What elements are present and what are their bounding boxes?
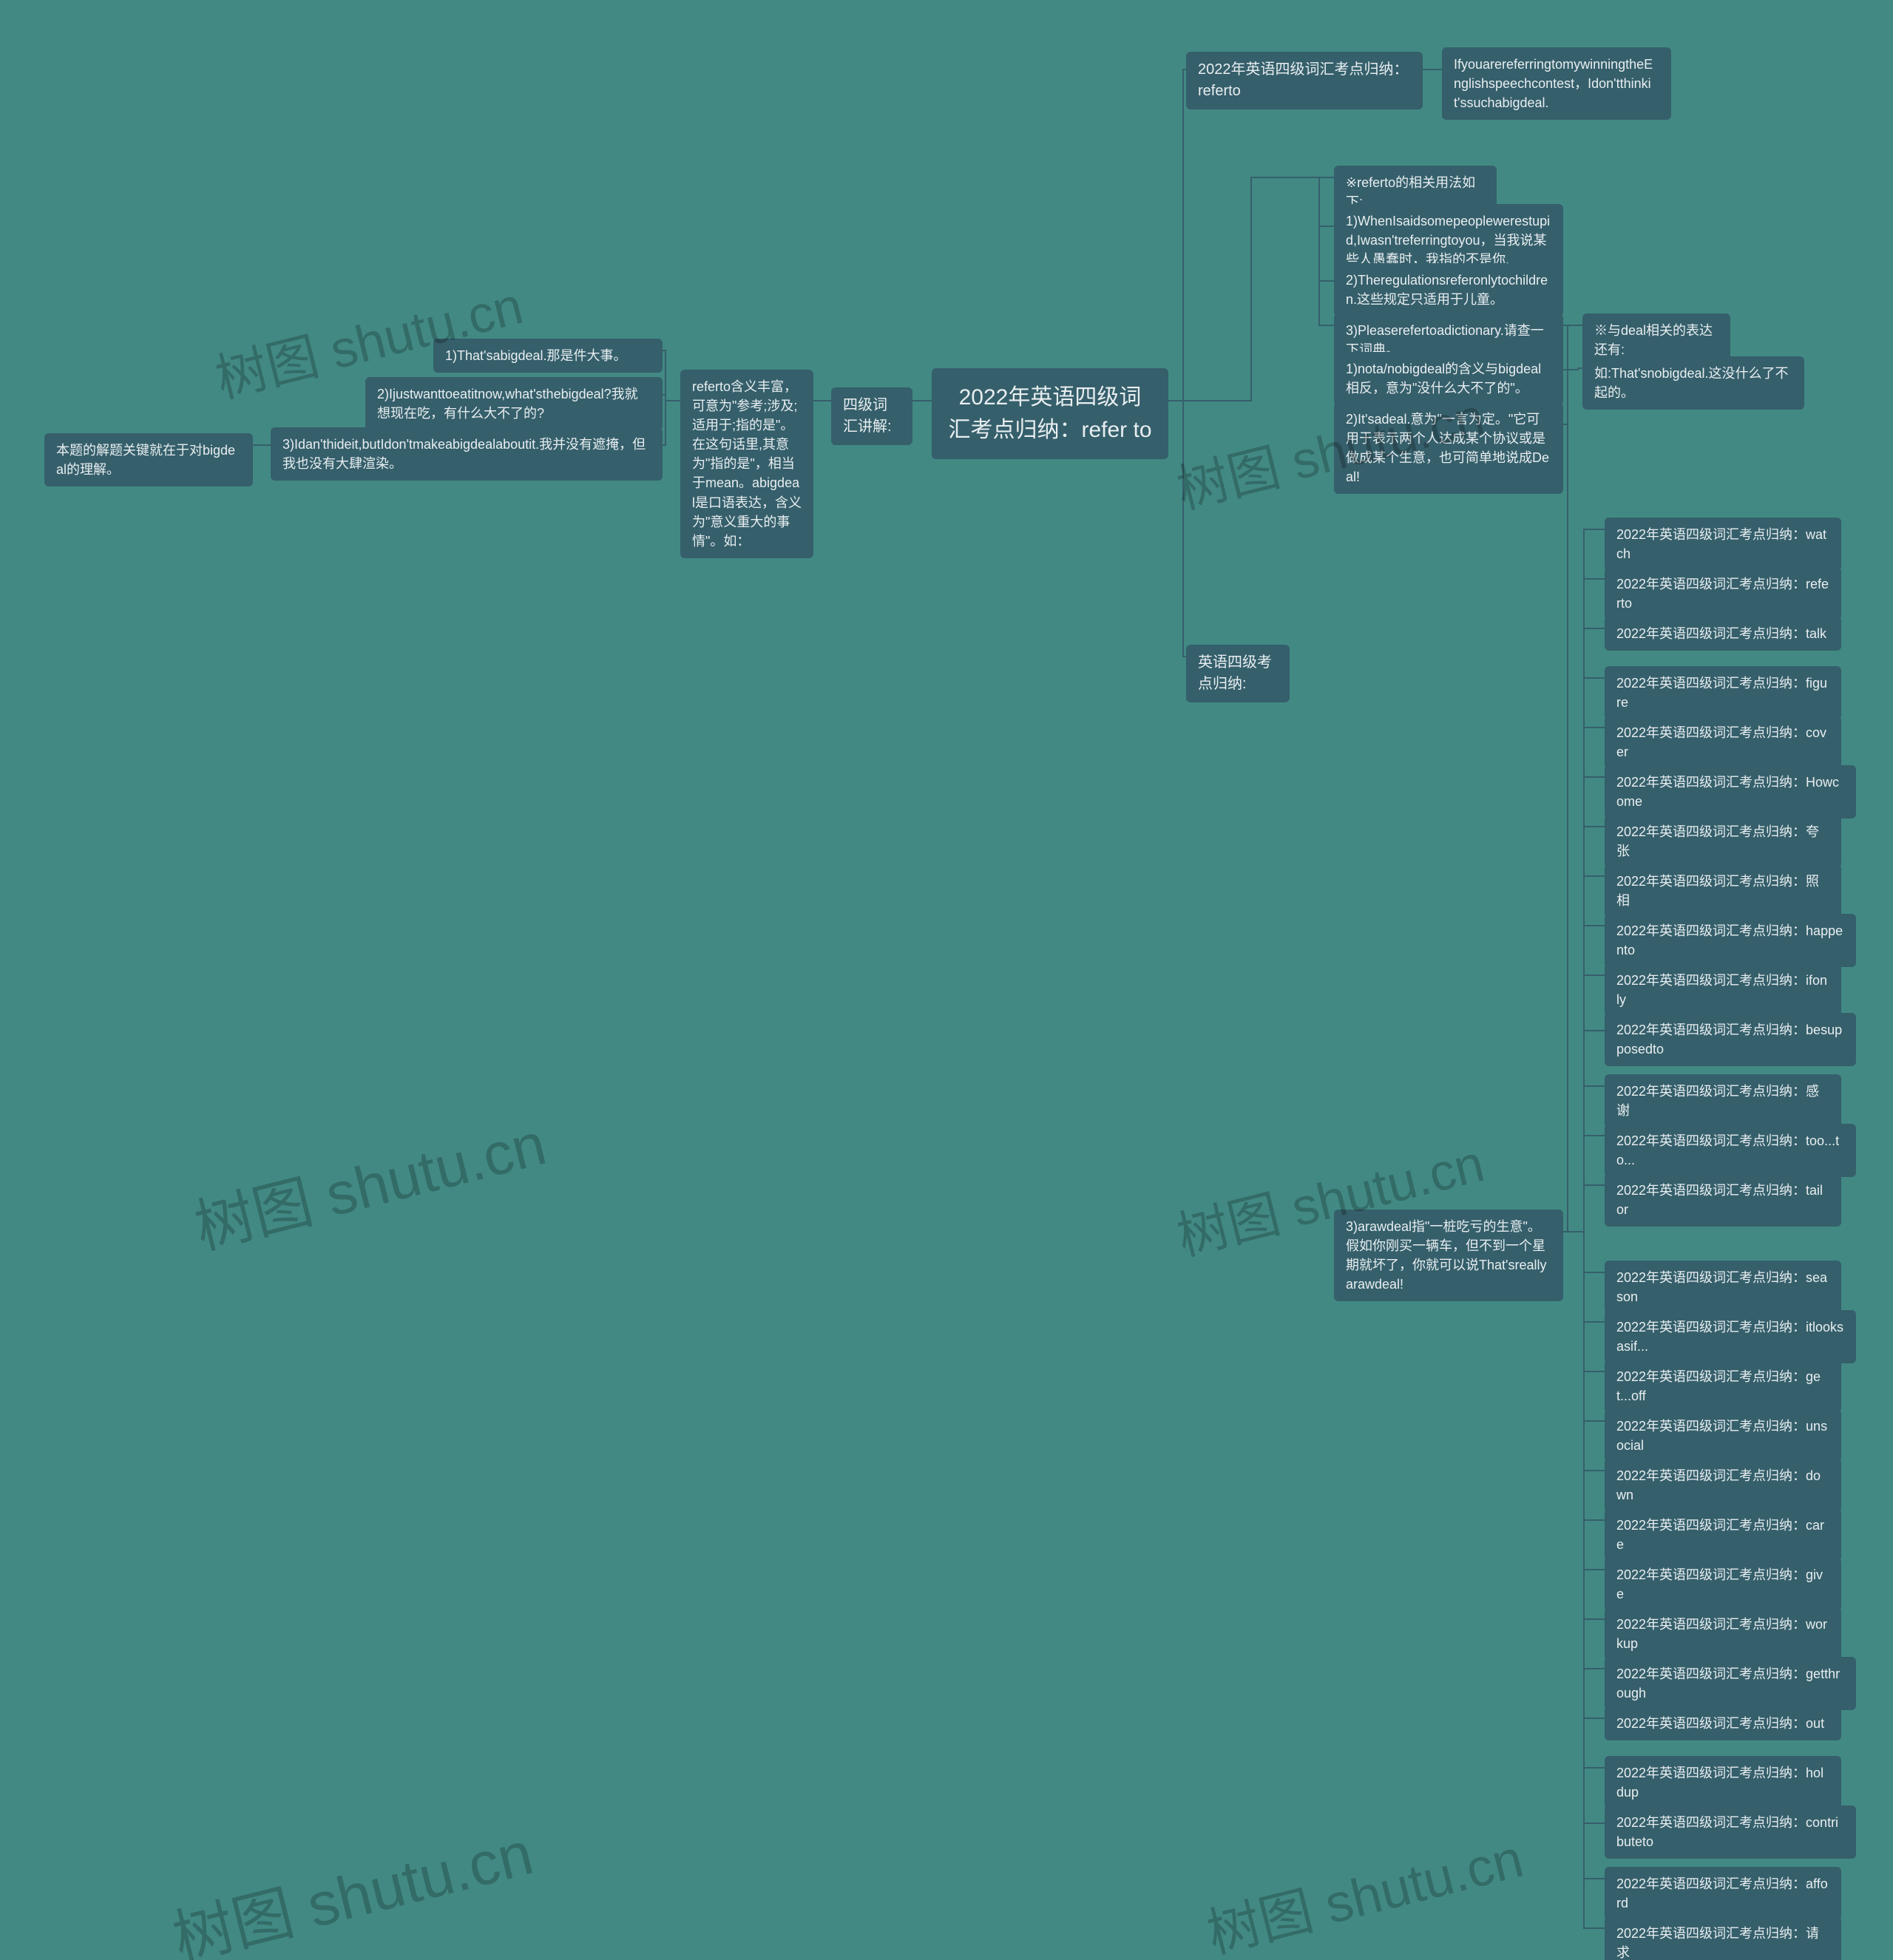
- edge-l2-l3c: [663, 401, 680, 445]
- node-l3b: 2)Ijustwanttoeatitnow,what'sthebigdeal?我…: [365, 377, 663, 430]
- node-t14: 2022年英语四级词汇考点归纳：season: [1605, 1261, 1841, 1314]
- node-r1a: IfyouarereferringtomywinningtheEnglishsp…: [1442, 47, 1671, 120]
- node-t11: 2022年英语四级词汇考点归纳：感谢: [1605, 1074, 1841, 1127]
- edge-rB3-t16: [1563, 1232, 1605, 1371]
- node-t2: 2022年英语四级词汇考点归纳：talk: [1605, 617, 1841, 651]
- edge-rB3-t21: [1563, 1232, 1605, 1619]
- node-t23: 2022年英语四级词汇考点归纳：out: [1605, 1706, 1841, 1740]
- edge-rB3-t20: [1563, 1232, 1605, 1570]
- node-t3: 2022年英语四级词汇考点归纳：figure: [1605, 666, 1841, 719]
- edge-rB3-t2: [1563, 628, 1605, 1232]
- node-t12: 2022年英语四级词汇考点归纳：too...to...: [1605, 1124, 1856, 1177]
- node-root: 2022年英语四级词汇考点归纳：refer to: [932, 368, 1168, 459]
- edge-rB3-t17: [1563, 1232, 1605, 1421]
- edge-rB3-t10: [1563, 1031, 1605, 1232]
- node-t13: 2022年英语四级词汇考点归纳：tailor: [1605, 1173, 1841, 1227]
- edge-rB3-t6: [1563, 827, 1605, 1232]
- edge-rB3-t22: [1563, 1232, 1605, 1669]
- edge-root-rC: [1168, 401, 1186, 657]
- node-t9: 2022年英语四级词汇考点归纳：ifonly: [1605, 963, 1841, 1017]
- node-r1: 2022年英语四级词汇考点归纳：referto: [1186, 52, 1423, 109]
- node-t21: 2022年英语四级词汇考点归纳：workup: [1605, 1607, 1841, 1661]
- node-t24: 2022年英语四级词汇考点归纳：holdup: [1605, 1756, 1841, 1809]
- node-l4: 本题的解题关键就在于对bigdeal的理解。: [44, 433, 253, 486]
- node-t18: 2022年英语四级词汇考点归纳：down: [1605, 1459, 1841, 1512]
- node-t17: 2022年英语四级词汇考点归纳：unsocial: [1605, 1409, 1841, 1462]
- edge-rB3-t18: [1563, 1232, 1605, 1471]
- edge-rB3-t7: [1563, 876, 1605, 1232]
- node-t20: 2022年英语四级词汇考点归纳：give: [1605, 1558, 1841, 1611]
- node-t4: 2022年英语四级词汇考点归纳：cover: [1605, 716, 1841, 769]
- edge-l2-l3b: [663, 395, 680, 401]
- node-l3c: 3)Idan'thideit,butIdon'tmakeabigdealabou…: [271, 427, 663, 481]
- node-t6: 2022年英语四级词汇考点归纳：夸张: [1605, 815, 1841, 868]
- edge-rB3-t9: [1563, 975, 1605, 1232]
- edge-root-rA: [1168, 177, 1334, 401]
- node-l1: 四级词汇讲解:: [831, 387, 912, 445]
- node-t1: 2022年英语四级词汇考点归纳：referto: [1605, 567, 1841, 620]
- node-t7: 2022年英语四级词汇考点归纳：照相: [1605, 864, 1841, 918]
- node-l2: referto含义丰富，可意为"参考;涉及;适用于;指的是"。在这句话里,其意为…: [680, 370, 813, 558]
- edge-rB3-t4: [1563, 728, 1605, 1232]
- edge-rB3-t15: [1563, 1232, 1605, 1322]
- edge-rB3-t24: [1563, 1232, 1605, 1768]
- node-t0: 2022年英语四级词汇考点归纳：watch: [1605, 518, 1841, 571]
- edge-rA-rA2: [1319, 177, 1334, 281]
- node-t15: 2022年英语四级词汇考点归纳：itlooksasif...: [1605, 1310, 1856, 1363]
- node-t5: 2022年英语四级词汇考点归纳：Howcome: [1605, 765, 1856, 818]
- node-t22: 2022年英语四级词汇考点归纳：getthrough: [1605, 1657, 1856, 1710]
- node-t25: 2022年英语四级词汇考点归纳：contributeto: [1605, 1805, 1856, 1859]
- edge-rB3-t13: [1563, 1185, 1605, 1232]
- edge-rB3-t11: [1563, 1086, 1605, 1232]
- edge-rB3-t23: [1563, 1232, 1605, 1718]
- watermark-5: 树图 shutu.cn: [1198, 1814, 1530, 1960]
- node-t16: 2022年英语四级词汇考点归纳：get...off: [1605, 1360, 1841, 1413]
- edge-rB3-t26: [1563, 1232, 1605, 1879]
- edge-rB3-t19: [1563, 1232, 1605, 1520]
- node-rB1a: 如:That'snobigdeal.这没什么了不起的。: [1582, 356, 1804, 410]
- node-rB3: 3)arawdeal指"一桩吃亏的生意"。假如你刚买一辆车，但不到一个星期就坏了…: [1334, 1210, 1563, 1301]
- node-t8: 2022年英语四级词汇考点归纳：happento: [1605, 914, 1856, 967]
- node-rC: 英语四级考点归纳:: [1186, 645, 1290, 702]
- node-rA2: 2)Theregulationsreferonlytochildren.这些规定…: [1334, 263, 1563, 316]
- node-t26: 2022年英语四级词汇考点归纳：afford: [1605, 1867, 1841, 1920]
- edge-rB3-t3: [1563, 678, 1605, 1232]
- edge-root-r1: [1168, 69, 1186, 401]
- edge-rB3-t27: [1563, 1232, 1605, 1928]
- node-l3a: 1)That'sabigdeal.那是件大事。: [433, 339, 663, 373]
- watermark-4: 树图 shutu.cn: [163, 1804, 541, 1960]
- watermark-2: 树图 shutu.cn: [185, 1096, 553, 1266]
- node-t10: 2022年英语四级词汇考点归纳：besupposedto: [1605, 1013, 1856, 1066]
- node-rB2: 2)It'sadeal.意为"一言为定。"它可用于表示两个人达成某个协议或是做成…: [1334, 402, 1563, 494]
- edge-rB3-t14: [1563, 1232, 1605, 1272]
- edge-rA-rA3: [1319, 177, 1334, 325]
- node-rB1: 1)nota/nobigdeal的含义与bigdeal相反，意为"没什么大不了的…: [1334, 352, 1563, 405]
- edge-rB3-t8: [1563, 926, 1605, 1232]
- edge-rA-rA1: [1319, 177, 1334, 226]
- node-t27: 2022年英语四级词汇考点归纳：请求: [1605, 1916, 1841, 1960]
- edge-rB1-rB1a: [1563, 368, 1582, 370]
- edge-rB3-t12: [1563, 1136, 1605, 1232]
- node-t19: 2022年英语四级词汇考点归纳：care: [1605, 1508, 1841, 1561]
- edge-rB3-t5: [1563, 777, 1605, 1232]
- edge-rB3-t0: [1563, 529, 1605, 1232]
- edge-rB3-t1: [1563, 579, 1605, 1232]
- edge-l2-l3a: [663, 350, 680, 401]
- edge-rB3-t25: [1563, 1232, 1605, 1823]
